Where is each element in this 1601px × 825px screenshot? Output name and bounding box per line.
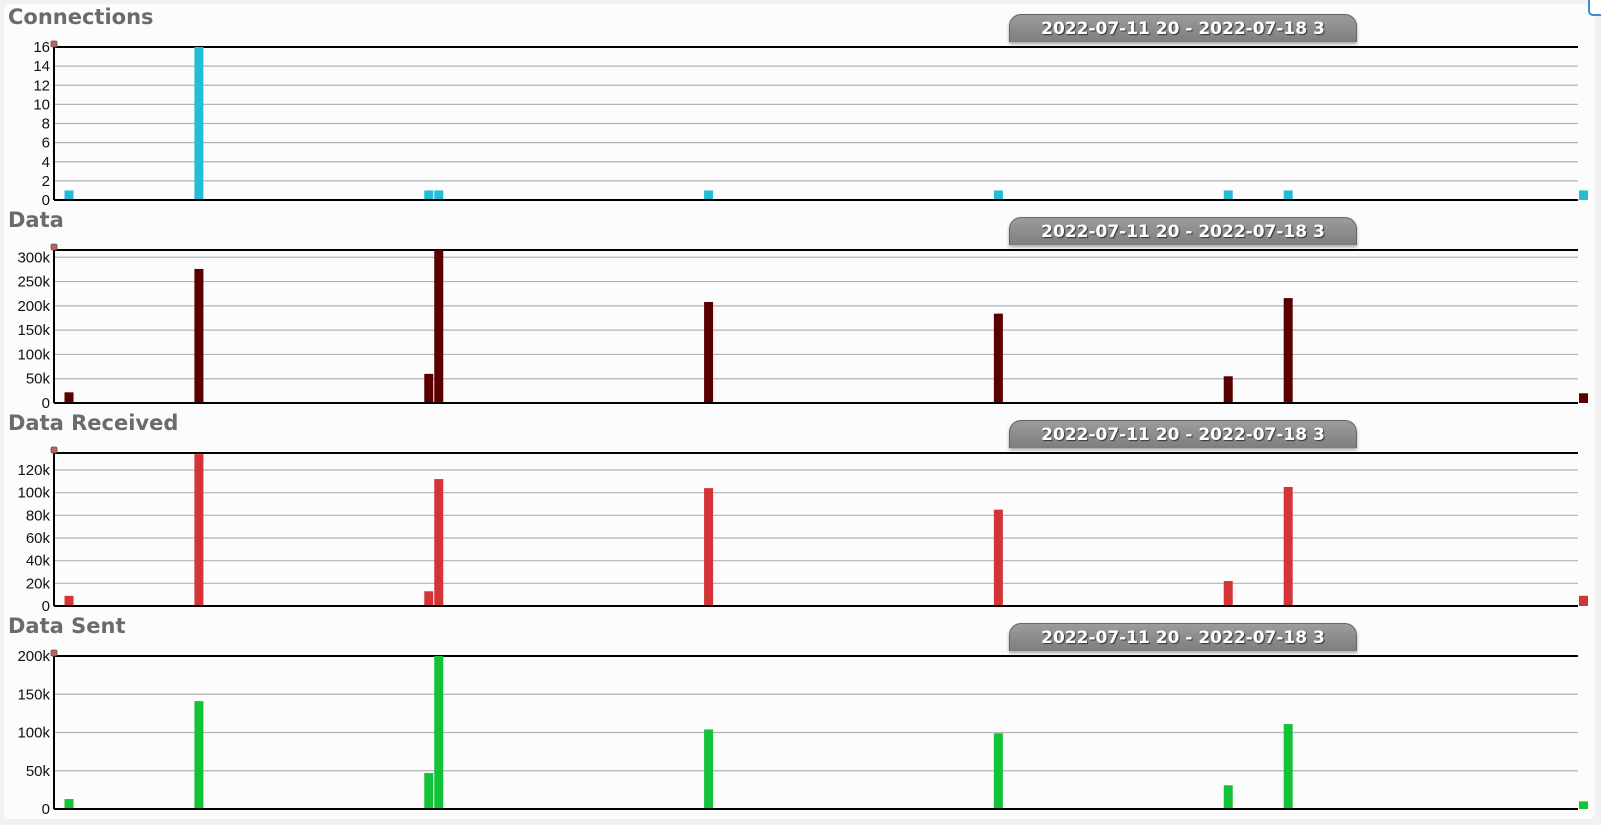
bar[interactable] [1579, 190, 1588, 200]
date-range-label[interactable]: 2022-07-11 20 - 2022-07-18 3 [1009, 14, 1357, 42]
bar[interactable] [424, 190, 434, 200]
y-tick-label: 8 [42, 116, 50, 133]
date-range-label[interactable]: 2022-07-11 20 - 2022-07-18 3 [1009, 217, 1357, 245]
bar[interactable] [424, 773, 434, 809]
bar[interactable] [704, 729, 714, 809]
bar[interactable] [434, 479, 444, 606]
bar[interactable] [1223, 376, 1233, 403]
chart-frame [4, 4, 1595, 819]
bar[interactable] [64, 190, 74, 200]
connections-plot[interactable]: 0 2 4 6 8 10 12 14 16 [0, 0, 1601, 209]
data-received-plot[interactable]: 0 20k 40k 60k 80k 100k 120k [0, 406, 1601, 615]
y-tick-label: 10 [33, 96, 50, 113]
bar[interactable] [194, 454, 204, 606]
bar[interactable] [1223, 785, 1233, 809]
bar[interactable] [194, 268, 204, 403]
bar[interactable] [993, 733, 1003, 809]
y-tick-label: 50k [26, 371, 51, 388]
y-tick-label: 100k [17, 485, 50, 502]
y-tick-label: 0 [42, 801, 50, 818]
bar[interactable] [993, 509, 1003, 606]
y-tick-label: 150k [17, 322, 50, 339]
bar[interactable] [1283, 724, 1293, 809]
bar[interactable] [993, 313, 1003, 403]
y-tick-label: 50k [26, 763, 51, 780]
bar[interactable] [1579, 393, 1588, 403]
bar[interactable] [194, 701, 204, 809]
bar[interactable] [1283, 298, 1293, 403]
bar[interactable] [434, 250, 444, 403]
corner-button[interactable] [1588, 0, 1601, 16]
y-tick-label: 200k [17, 648, 50, 665]
y-tick-label: 12 [33, 77, 50, 94]
panel-title: Data Sent [8, 614, 126, 638]
y-tick-label: 80k [26, 507, 51, 524]
panel-data-sent: Data Sent 2022-07-11 20 - 2022-07-18 3 0… [0, 609, 1601, 818]
y-tick-label: 40k [26, 553, 51, 570]
bar[interactable] [1283, 487, 1293, 606]
y-tick-label: 300k [17, 249, 50, 266]
data-sent-plot[interactable]: 0 50k 100k 150k 200k [0, 609, 1601, 818]
panel-data-received: Data Received 2022-07-11 20 - 2022-07-18… [0, 406, 1601, 615]
panel-title: Data [8, 208, 64, 232]
bar[interactable] [64, 799, 74, 809]
y-tick-label: 20k [26, 575, 51, 592]
bar[interactable] [424, 373, 434, 403]
bar[interactable] [194, 47, 204, 200]
y-tick-label: 60k [26, 530, 51, 547]
panel-title: Data Received [8, 411, 179, 435]
y-tick-label: 100k [17, 346, 50, 363]
bar[interactable] [434, 656, 444, 809]
panel-data: Data 2022-07-11 20 - 2022-07-18 3 0 50k 10… [0, 203, 1601, 412]
bar[interactable] [424, 591, 434, 606]
bar[interactable] [704, 488, 714, 606]
bar[interactable] [704, 190, 714, 200]
bar[interactable] [64, 392, 74, 403]
zoom-handle[interactable] [50, 243, 58, 251]
date-range-label[interactable]: 2022-07-11 20 - 2022-07-18 3 [1009, 623, 1357, 651]
y-tick-label: 0 [42, 192, 50, 209]
bar[interactable] [993, 190, 1003, 200]
zoom-handle[interactable] [50, 40, 58, 48]
y-tick-label: 200k [17, 298, 50, 315]
y-tick-label: 2 [42, 173, 50, 190]
y-tick-label: 150k [17, 686, 50, 703]
bar[interactable] [64, 595, 74, 606]
y-tick-label: 0 [42, 395, 50, 412]
y-tick-label: 14 [33, 58, 50, 75]
bar[interactable] [1579, 801, 1588, 809]
zoom-handle[interactable] [50, 446, 58, 454]
bar[interactable] [434, 190, 444, 200]
y-tick-label: 100k [17, 725, 50, 742]
y-tick-label: 4 [42, 154, 50, 171]
y-tick-label: 120k [17, 462, 50, 479]
panel-title: Connections [8, 5, 154, 29]
bar[interactable] [1223, 581, 1233, 606]
bar[interactable] [704, 301, 714, 403]
data-plot[interactable]: 0 50k 100k 150k 200k 250k 300k [0, 203, 1601, 412]
y-tick-label: 250k [17, 274, 50, 291]
zoom-handle[interactable] [50, 649, 58, 657]
bar[interactable] [1579, 595, 1588, 606]
y-tick-label: 6 [42, 135, 50, 152]
bar[interactable] [1223, 190, 1233, 200]
date-range-label[interactable]: 2022-07-11 20 - 2022-07-18 3 [1009, 420, 1357, 448]
panel-connections: Connections 2022-07-11 20 - 2022-07-18 3… [0, 0, 1601, 209]
y-tick-label: 16 [33, 39, 50, 56]
bar[interactable] [1283, 190, 1293, 200]
y-tick-label: 0 [42, 598, 50, 615]
